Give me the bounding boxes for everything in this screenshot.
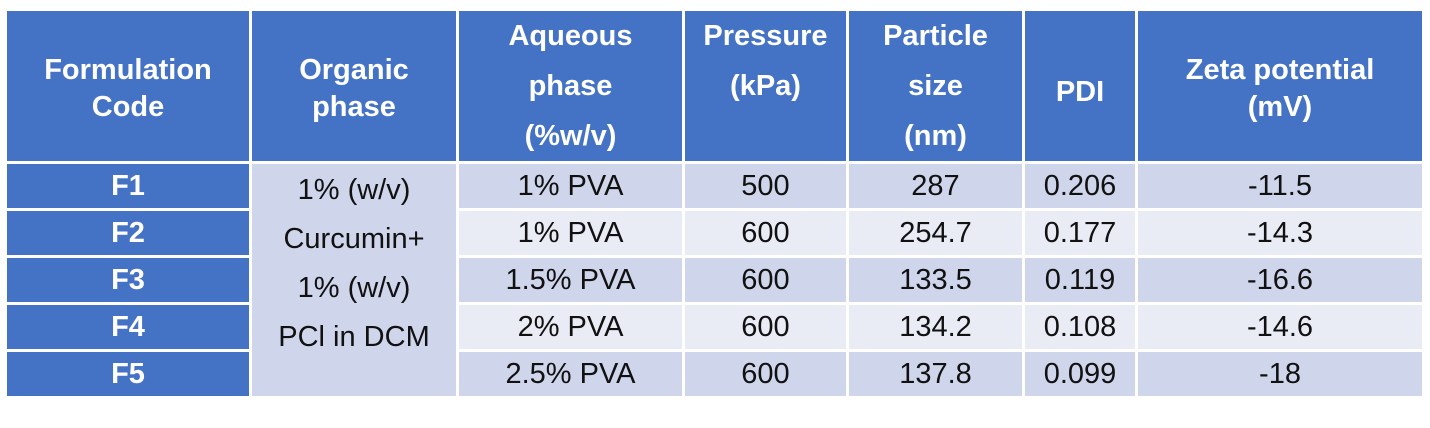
header-particle-size: Particle size (nm) (846, 8, 1025, 164)
pressure-cell: 600 (682, 255, 849, 305)
header-line: Organic (299, 54, 409, 86)
header-line: Aqueous (508, 20, 633, 52)
header-line: Zeta potential (1185, 54, 1375, 86)
organic-phase-line: 1% (w/v) (297, 174, 411, 206)
header-line: Pressure (703, 20, 828, 52)
organic-phase-line: PCl in DCM (278, 321, 430, 353)
table-row: F2 1% PVA 600 254.7 0.177 -14.3 (4, 208, 1425, 258)
organic-phase-line: 1% (w/v) (297, 272, 411, 304)
pressure-cell: 600 (682, 302, 849, 352)
formulation-code-cell: F2 (4, 208, 252, 258)
header-line: phase (528, 70, 613, 102)
pressure-cell: 600 (682, 349, 849, 399)
header-line: (%w/v) (524, 120, 617, 152)
header-line: (nm) (904, 120, 967, 152)
header-formulation-code: Formulation Code (4, 8, 252, 164)
pressure-cell: 600 (682, 208, 849, 258)
aqueous-phase-cell: 1% PVA (456, 161, 685, 211)
particle-size-cell: 254.7 (846, 208, 1025, 258)
pdi-cell: 0.206 (1022, 161, 1138, 211)
pressure-cell: 500 (682, 161, 849, 211)
aqueous-phase-cell: 1.5% PVA (456, 255, 685, 305)
table-row: F5 2.5% PVA 600 137.8 0.099 -18 (4, 349, 1425, 399)
header-line: size (908, 70, 963, 102)
aqueous-phase-cell: 2% PVA (456, 302, 685, 352)
zeta-potential-cell: -14.3 (1135, 208, 1425, 258)
header-line: phase (312, 91, 396, 123)
header-pdi: PDI (1022, 8, 1138, 164)
particle-size-cell: 287 (846, 161, 1025, 211)
aqueous-phase-cell: 2.5% PVA (456, 349, 685, 399)
table-row: F4 2% PVA 600 134.2 0.108 -14.6 (4, 302, 1425, 352)
organic-phase-cell: 1% (w/v) Curcumin+ 1% (w/v) PCl in DCM (249, 161, 459, 399)
formulation-table: Formulation Code Organic phase Aqueous p… (4, 8, 1425, 399)
header-line: Code (91, 91, 165, 123)
pdi-cell: 0.177 (1022, 208, 1138, 258)
particle-size-cell: 134.2 (846, 302, 1025, 352)
table-row: F1 1% (w/v) Curcumin+ 1% (w/v) PCl in DC… (4, 161, 1425, 399)
pdi-cell: 0.099 (1022, 349, 1138, 399)
header-line: (kPa) (730, 70, 801, 102)
table-row: F3 1.5% PVA 600 133.5 0.119 -16.6 (4, 255, 1425, 305)
header-pressure: Pressure (kPa) (682, 8, 849, 164)
header-line: Particle (883, 20, 988, 52)
zeta-potential-cell: -14.6 (1135, 302, 1425, 352)
formulation-code-cell: F3 (4, 255, 252, 305)
pdi-cell: 0.119 (1022, 255, 1138, 305)
organic-phase-line: Curcumin+ (283, 223, 425, 255)
header-organic-phase: Organic phase (249, 8, 459, 164)
formulation-code-cell: F5 (4, 349, 252, 399)
aqueous-phase-cell: 1% PVA (456, 208, 685, 258)
particle-size-cell: 133.5 (846, 255, 1025, 305)
zeta-potential-cell: -11.5 (1135, 161, 1425, 211)
header-row: Formulation Code Organic phase Aqueous p… (4, 8, 1425, 164)
pdi-cell: 0.108 (1022, 302, 1138, 352)
formulation-code-cell: F4 (4, 302, 252, 352)
particle-size-cell: 137.8 (846, 349, 1025, 399)
header-aqueous-phase: Aqueous phase (%w/v) (456, 8, 685, 164)
zeta-potential-cell: -18 (1135, 349, 1425, 399)
header-line: (mV) (1247, 91, 1313, 123)
formulation-code-cell: F1 (4, 161, 252, 211)
header-line: Formulation (44, 54, 212, 86)
header-line: PDI (1055, 75, 1105, 108)
header-zeta-potential: Zeta potential (mV) (1135, 8, 1425, 164)
zeta-potential-cell: -16.6 (1135, 255, 1425, 305)
